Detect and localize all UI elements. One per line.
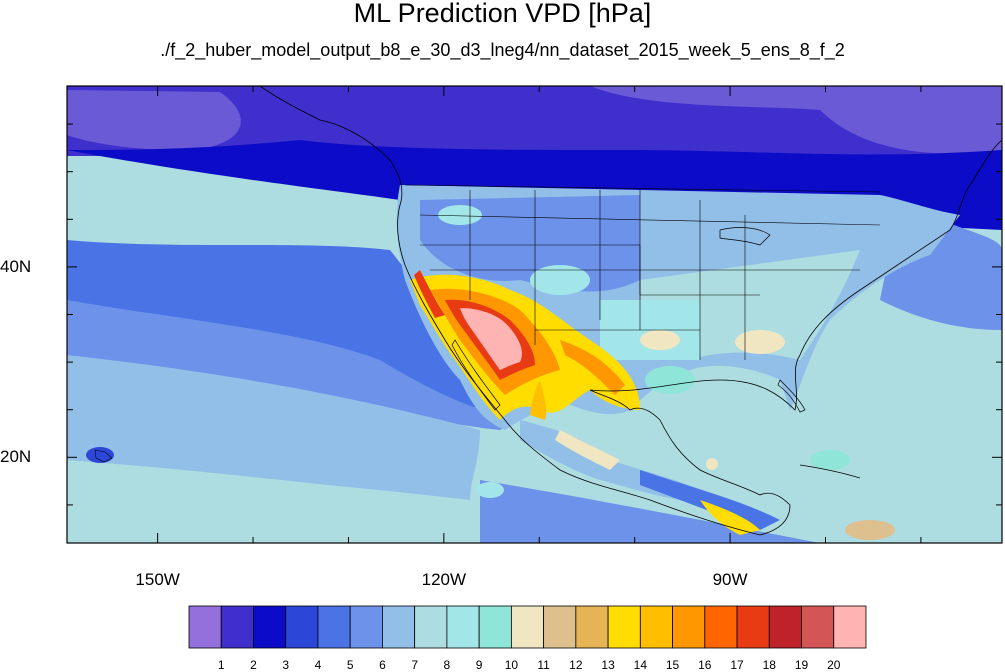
colorbar-swatch [220,605,254,649]
colorbar-label: 14 [633,658,648,672]
colorbar-swatch [510,605,545,649]
colorbar-swatch [414,605,448,649]
colorbar-swatch [768,605,802,649]
colorbar-swatch [833,605,867,649]
colorbar-swatch [801,605,835,649]
colorbar-swatch [349,605,383,649]
colorbar-label: 18 [762,658,776,672]
map-subtitle: ./f_2_huber_model_output_b8_e_30_d3_lneg… [160,40,845,60]
colorbar-label: 4 [314,658,322,672]
map-title: ML Prediction VPD [hPa] [353,0,652,28]
lat-tick-label: 20N [0,447,32,467]
colorbar-swatch [253,605,287,649]
colorbar-swatch [285,605,319,649]
colorbar-swatch [188,605,222,649]
colorbar-swatch [382,605,416,649]
colorbar-label: 8 [443,658,451,672]
vpd-field [67,86,1002,543]
colorbar-label: 7 [411,658,418,672]
colorbar-swatch [639,605,673,649]
colorbar-swatch [736,605,770,649]
lon-tick-label: 90W [712,570,748,589]
colorbar-swatch [575,605,609,649]
colorbar-label: 19 [794,658,809,672]
colorbar-label: 15 [665,658,680,672]
colorbar-label: 9 [475,658,483,672]
colorbar-swatch [446,605,480,649]
lon-tick-label: 150W [135,570,180,589]
colorbar-label: 5 [346,658,354,672]
colorbar-label: 13 [601,658,615,672]
colorbar-swatch [317,605,351,649]
lat-tick-label: 40N [0,256,32,276]
colorbar-label: 16 [698,658,712,672]
colorbar-swatch [543,605,577,649]
colorbar-label: 11 [537,658,550,672]
colorbar-swatch [478,605,512,649]
colorbar-swatch [704,605,738,649]
colorbar-label: 2 [250,658,257,672]
colorbar-swatch [607,605,641,649]
colorbar-label: 20 [827,658,841,672]
colorbar-swatch [672,605,706,649]
lon-tick-label: 120W [421,570,467,589]
colorbar-label: 10 [504,658,519,672]
colorbar-label: 12 [569,658,583,672]
colorbar-label: 3 [282,658,290,672]
colorbar-label: 17 [730,658,744,672]
colorbar-label: 6 [379,658,386,672]
colorbar-label: 1 [217,658,225,672]
